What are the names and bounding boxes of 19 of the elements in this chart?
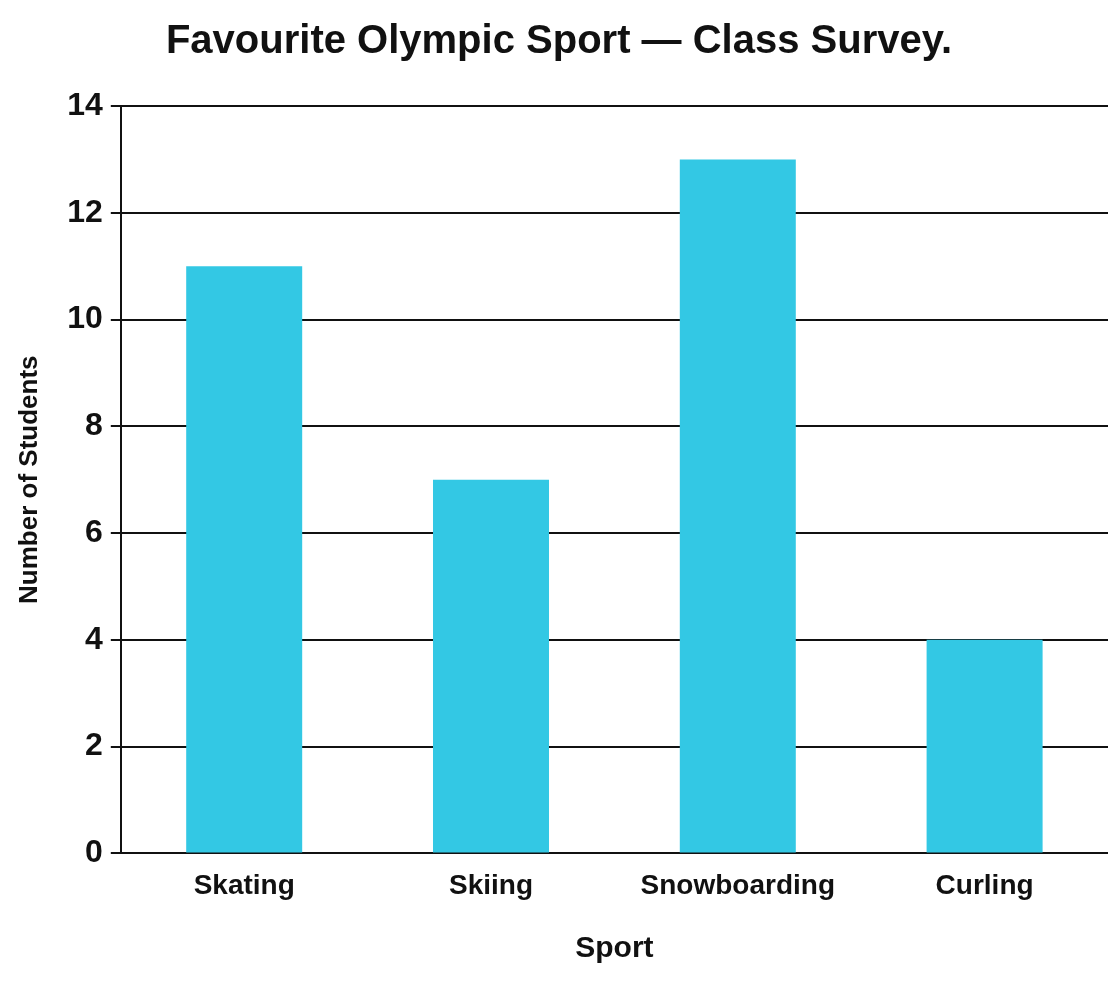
bar xyxy=(433,479,549,853)
y-tick-label: 8 xyxy=(85,406,103,443)
y-tick-label: 2 xyxy=(85,726,103,763)
chart-title: Favourite Olympic Sport — Class Survey. xyxy=(165,17,953,62)
y-tick-label: 14 xyxy=(67,85,103,122)
bar xyxy=(679,159,796,853)
x-axis-title: Sport xyxy=(575,930,654,964)
y-tick-label: 10 xyxy=(67,299,103,336)
x-tick-label: Skiing xyxy=(448,868,533,900)
y-tick-label: 6 xyxy=(85,512,103,549)
bar xyxy=(186,266,303,853)
x-tick-label: Curling xyxy=(935,868,1034,900)
x-tick-label: Snowboarding xyxy=(640,868,836,900)
y-tick-label: 0 xyxy=(85,833,103,870)
bar xyxy=(926,639,1043,853)
x-tick-label: Skating xyxy=(193,868,295,900)
y-tick-label: 12 xyxy=(67,192,103,229)
y-axis-title: Number of Students xyxy=(12,355,43,604)
y-tick-label: 4 xyxy=(85,619,103,656)
